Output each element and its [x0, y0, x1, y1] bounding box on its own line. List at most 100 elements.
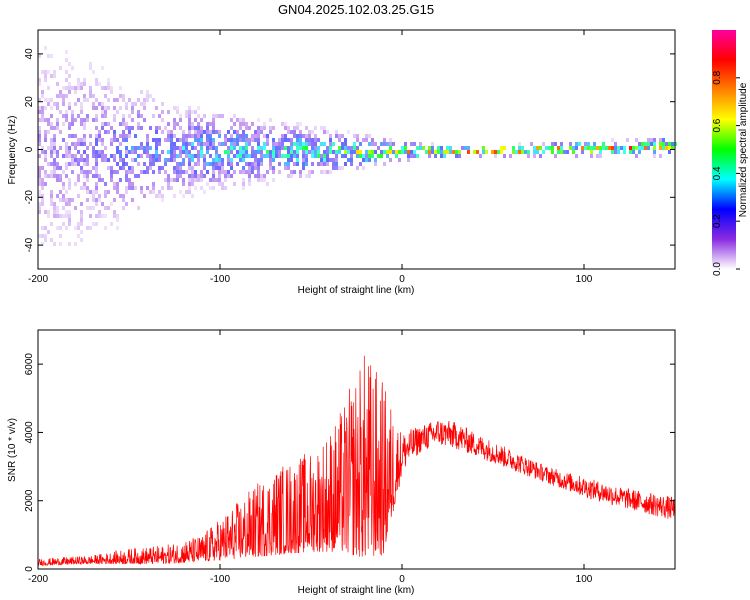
colorbar-label: Normalized spectral amplitude	[738, 82, 749, 217]
heatmap-cell	[188, 126, 191, 130]
heatmap-cell	[221, 170, 224, 174]
heatmap-cell	[413, 150, 416, 154]
heatmap-cell	[212, 170, 215, 174]
heatmap-cell	[80, 110, 83, 114]
heatmap-cell	[68, 102, 71, 106]
heatmap-cell	[95, 78, 98, 82]
heatmap-cell	[269, 158, 272, 162]
spectrogram-y-tick-label: 0	[24, 146, 35, 152]
heatmap-cell	[65, 202, 68, 206]
heatmap-cell	[143, 102, 146, 106]
heatmap-cell	[314, 134, 317, 138]
heatmap-cell	[278, 162, 281, 166]
heatmap-cell	[614, 150, 617, 154]
heatmap-cell	[308, 142, 311, 146]
heatmap-cell	[269, 118, 272, 122]
heatmap-cell	[254, 174, 257, 178]
colorbar-tick-label: 0.4	[712, 166, 723, 180]
heatmap-cell	[215, 114, 218, 118]
heatmap-cell	[443, 150, 446, 154]
heatmap-cell	[278, 146, 281, 150]
colorbar-tick-label: 0.2	[712, 214, 723, 228]
heatmap-cell	[368, 134, 371, 138]
heatmap-cell	[50, 106, 53, 110]
heatmap-cell	[191, 194, 194, 198]
spectrogram-x-tick-label: -100	[210, 274, 230, 285]
heatmap-cell	[305, 142, 308, 146]
heatmap-cell	[62, 206, 65, 210]
heatmap-cell	[374, 142, 377, 146]
heatmap-cell	[38, 182, 41, 186]
heatmap-cell	[137, 98, 140, 102]
heatmap-cell	[188, 182, 191, 186]
heatmap-cell	[140, 114, 143, 118]
heatmap-cell	[47, 102, 50, 106]
heatmap-cell	[68, 150, 71, 154]
heatmap-cell	[68, 198, 71, 202]
heatmap-cell	[197, 178, 200, 182]
heatmap-cell	[182, 150, 185, 154]
heatmap-cell	[53, 150, 56, 154]
heatmap-cell	[428, 146, 431, 150]
heatmap-cell	[554, 142, 557, 146]
heatmap-cell	[116, 218, 119, 222]
heatmap-cell	[152, 154, 155, 158]
heatmap-cell	[68, 146, 71, 150]
heatmap-cell	[77, 174, 80, 178]
heatmap-cell	[131, 106, 134, 110]
heatmap-cell	[131, 126, 134, 130]
heatmap-cell	[74, 226, 77, 230]
heatmap-cell	[662, 142, 665, 146]
heatmap-cell	[119, 94, 122, 98]
heatmap-cell	[224, 138, 227, 142]
heatmap-cell	[104, 106, 107, 110]
heatmap-cell	[293, 134, 296, 138]
heatmap-cell	[254, 150, 257, 154]
heatmap-cell	[38, 174, 41, 178]
heatmap-cell	[206, 142, 209, 146]
heatmap-cell	[104, 110, 107, 114]
heatmap-cell	[446, 146, 449, 150]
heatmap-cell	[368, 142, 371, 146]
heatmap-cell	[44, 150, 47, 154]
heatmap-cell	[116, 214, 119, 218]
heatmap-cell	[239, 158, 242, 162]
heatmap-cell	[185, 170, 188, 174]
heatmap-cell	[53, 242, 56, 246]
heatmap-cell	[524, 150, 527, 154]
heatmap-cell	[482, 146, 485, 150]
heatmap-cell	[356, 146, 359, 150]
heatmap-cell	[140, 170, 143, 174]
heatmap-cell	[233, 142, 236, 146]
heatmap-cell	[86, 158, 89, 162]
heatmap-cell	[80, 238, 83, 242]
heatmap-cell	[284, 126, 287, 130]
heatmap-cell	[140, 102, 143, 106]
heatmap-cell	[218, 158, 221, 162]
heatmap-cell	[287, 138, 290, 142]
heatmap-cell	[299, 146, 302, 150]
heatmap-cell	[215, 178, 218, 182]
heatmap-cell	[68, 210, 71, 214]
heatmap-cell	[341, 154, 344, 158]
heatmap-cell	[44, 70, 47, 74]
heatmap-cell	[224, 134, 227, 138]
heatmap-cell	[542, 150, 545, 154]
heatmap-cell	[167, 174, 170, 178]
heatmap-cell	[335, 166, 338, 170]
heatmap-cell	[191, 154, 194, 158]
heatmap-cell	[59, 174, 62, 178]
heatmap-cell	[479, 154, 482, 158]
heatmap-cell	[212, 186, 215, 190]
heatmap-cell	[233, 138, 236, 142]
heatmap-cell	[101, 154, 104, 158]
heatmap-cell	[119, 166, 122, 170]
heatmap-cell	[245, 122, 248, 126]
heatmap-cell	[41, 70, 44, 74]
heatmap-cell	[38, 166, 41, 170]
heatmap-cell	[80, 118, 83, 122]
heatmap-cell	[398, 158, 401, 162]
heatmap-cell	[119, 134, 122, 138]
heatmap-cell	[95, 118, 98, 122]
heatmap-cell	[251, 138, 254, 142]
